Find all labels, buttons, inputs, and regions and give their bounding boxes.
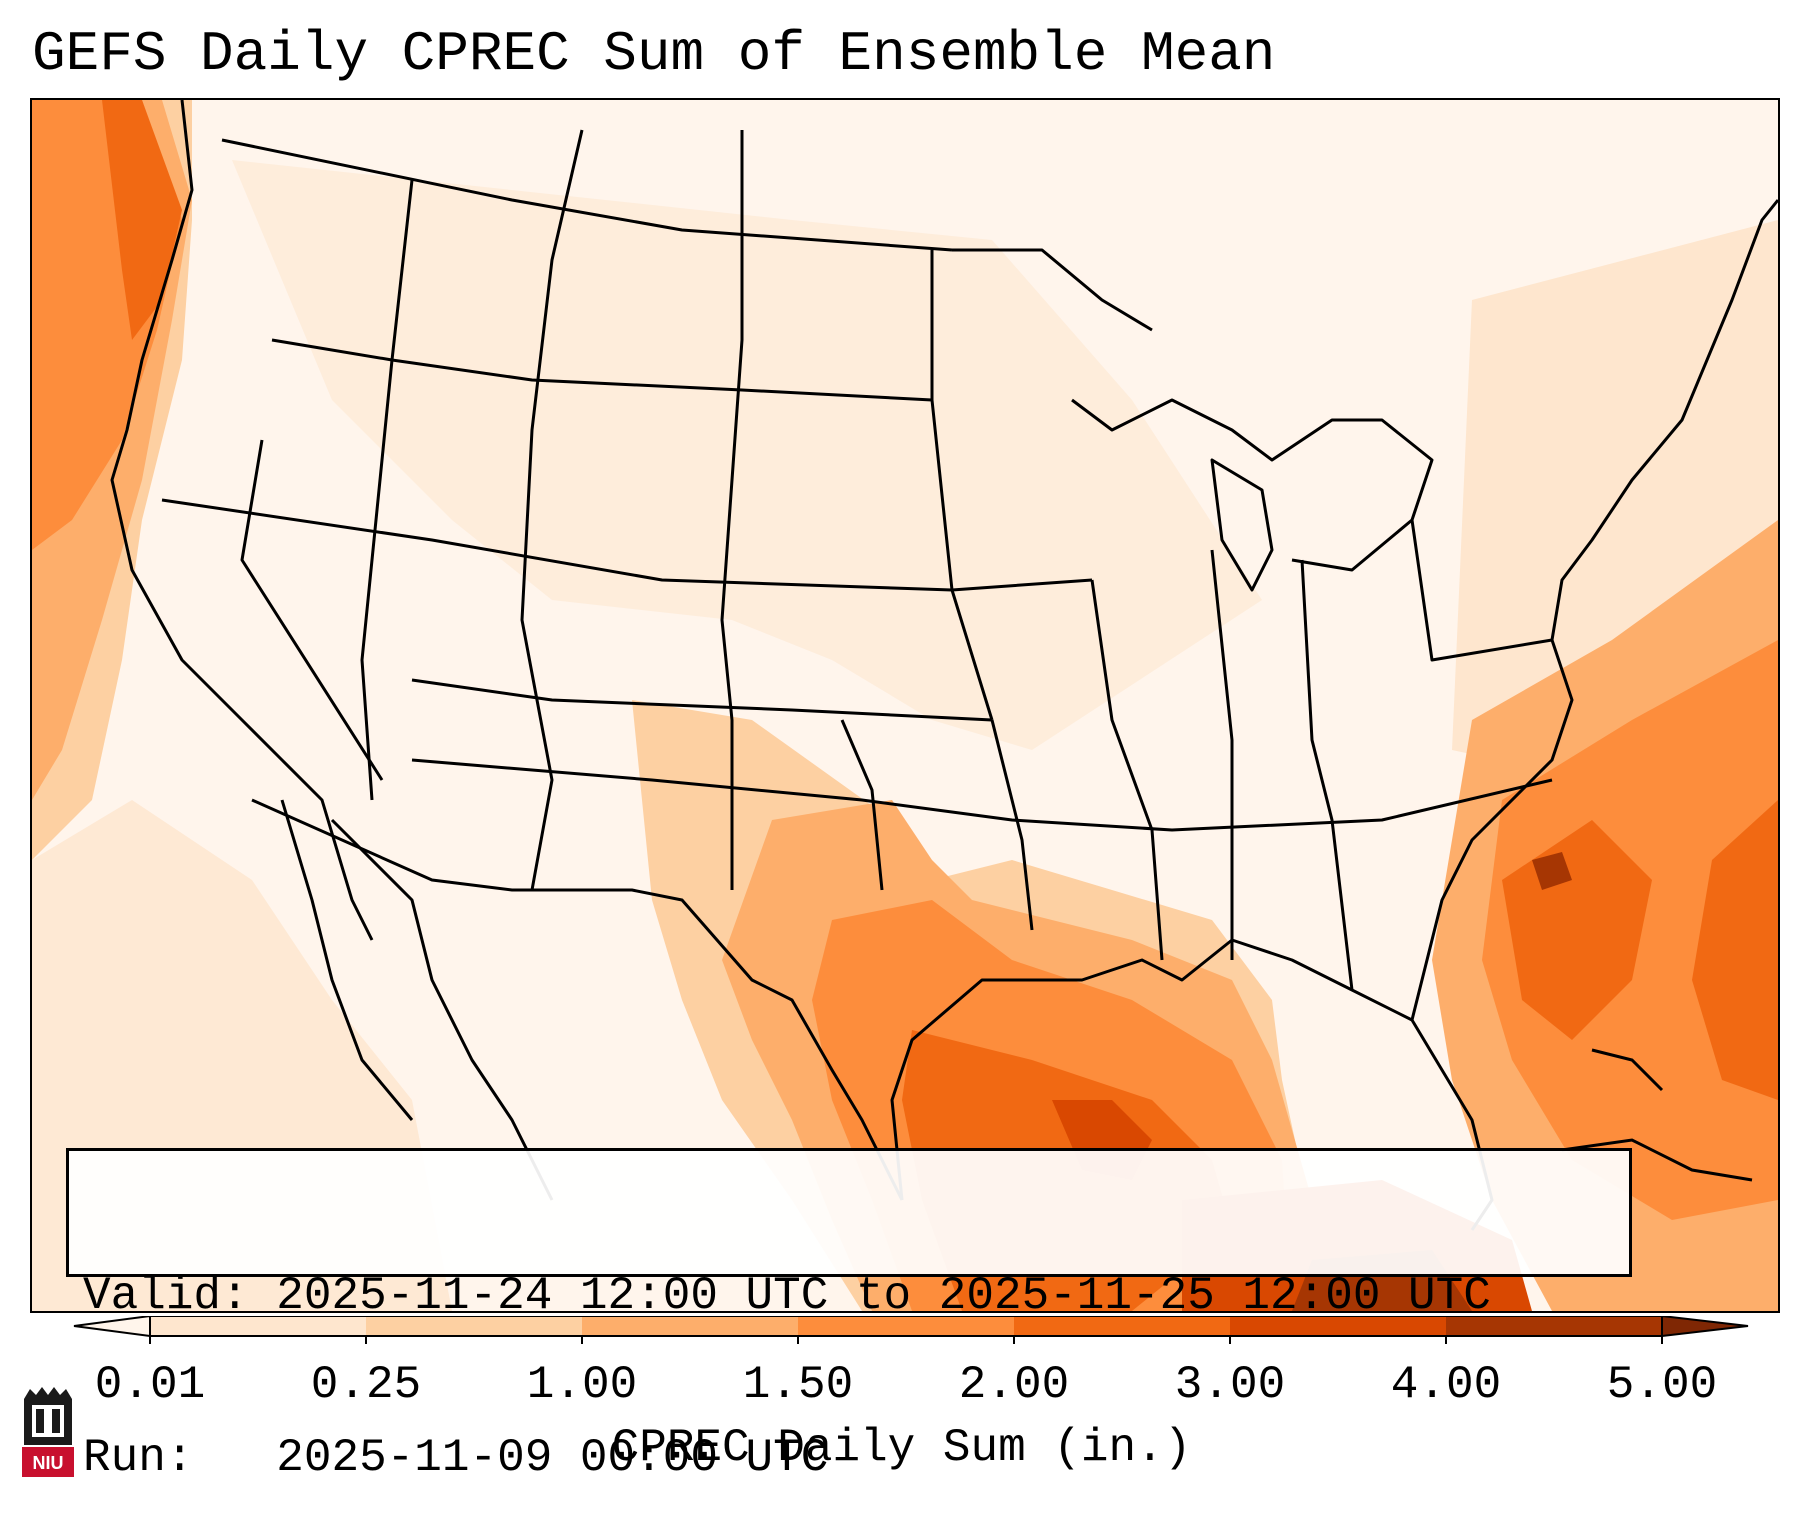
valid-label: Valid: bbox=[83, 1270, 249, 1322]
map-title: GEFS Daily CPREC Sum of Ensemble Mean bbox=[32, 22, 1276, 86]
colorbar-segment bbox=[1446, 1316, 1663, 1336]
caribbean-islands bbox=[1561, 1048, 1753, 1182]
state-line-9 bbox=[930, 250, 994, 721]
colorbar-segment bbox=[582, 1316, 799, 1336]
state-line-13 bbox=[1410, 519, 1553, 662]
state-line-14 bbox=[240, 439, 384, 781]
colorbar-outline bbox=[149, 1316, 1663, 1337]
state-line-6 bbox=[720, 130, 744, 890]
colorbar-tick-label: 3.00 bbox=[1174, 1359, 1286, 1411]
colorbar-tick-label: 1.00 bbox=[526, 1359, 638, 1411]
colorbar-tick-label: 0.01 bbox=[94, 1359, 206, 1411]
colorbar-tick-label: 4.00 bbox=[1390, 1359, 1502, 1411]
precip-region-central-light bbox=[232, 160, 1262, 750]
colorbar-segment bbox=[798, 1316, 1015, 1336]
boundary-lines bbox=[110, 100, 1778, 1231]
us-west-coastline bbox=[110, 100, 374, 941]
colorbar-tick-label: 2.00 bbox=[958, 1359, 1070, 1411]
valid-value: 2025-11-24 12:00 UTC to 2025-11-25 12:00… bbox=[276, 1270, 1491, 1322]
precip-region-atlantic-east-peak bbox=[1692, 800, 1778, 1100]
colorbar-tick-label: 0.25 bbox=[310, 1359, 422, 1411]
state-line-3 bbox=[411, 758, 1553, 832]
colorbar-extend-low bbox=[73, 1316, 151, 1338]
valid-row: Valid: 2025-11-24 12:00 UTC to 2025-11-2… bbox=[83, 1269, 1615, 1323]
colorbar-extend-high bbox=[1661, 1316, 1749, 1338]
run-label: Run: bbox=[83, 1432, 194, 1484]
state-line-5 bbox=[990, 719, 1034, 931]
state-line-10 bbox=[1090, 579, 1164, 961]
mexico-west-coast bbox=[330, 818, 554, 1201]
lake-michigan bbox=[1210, 458, 1274, 592]
logo-badge bbox=[22, 1447, 74, 1477]
run-row: Run: 2025-11-09 00:00 UTC bbox=[83, 1431, 1615, 1485]
state-line-11 bbox=[1210, 549, 1234, 960]
colorbar-segment bbox=[150, 1316, 367, 1336]
cuba-outline bbox=[1561, 1138, 1753, 1182]
run-value: 2025-11-09 00:00 UTC bbox=[276, 1432, 829, 1484]
colorbar-segment bbox=[1230, 1316, 1447, 1336]
precipitation-map bbox=[30, 98, 1780, 1313]
colorbar-label: CPREC Daily Sum (in.) bbox=[611, 1422, 1192, 1474]
baja-coast bbox=[280, 799, 414, 1121]
logo-text: NIU bbox=[33, 1453, 64, 1473]
state-line-1 bbox=[161, 498, 1093, 592]
colorbar-segment bbox=[366, 1316, 583, 1336]
colorbar-tick-label: 1.50 bbox=[742, 1359, 854, 1411]
info-box: Valid: 2025-11-24 12:00 UTC to 2025-11-2… bbox=[66, 1148, 1632, 1484]
niu-logo: NIU bbox=[22, 1387, 74, 1477]
map-canvas bbox=[32, 100, 1778, 1311]
state-line-15 bbox=[840, 719, 884, 891]
us-mexico-border bbox=[251, 798, 904, 1201]
state-line-4 bbox=[411, 678, 993, 722]
colorbar-segment bbox=[1014, 1316, 1231, 1336]
gulf-coastline bbox=[890, 938, 1494, 1231]
canada-border-west bbox=[221, 138, 953, 252]
bahamas-outline bbox=[1591, 1048, 1664, 1092]
precip-region-pacific-peak bbox=[102, 100, 182, 340]
colorbar bbox=[73, 1316, 1749, 1344]
east-coastline bbox=[1410, 199, 1778, 1021]
state-line-7 bbox=[520, 129, 584, 891]
state-line-8 bbox=[360, 179, 414, 801]
state-line-12 bbox=[1300, 559, 1354, 991]
precip-region-atlantic-max bbox=[1532, 852, 1572, 890]
colorbar-tick-label: 5.00 bbox=[1606, 1359, 1718, 1411]
state-line-2 bbox=[271, 338, 933, 402]
great-lakes-shore bbox=[1071, 398, 1434, 572]
canada-border-central bbox=[952, 248, 1153, 332]
